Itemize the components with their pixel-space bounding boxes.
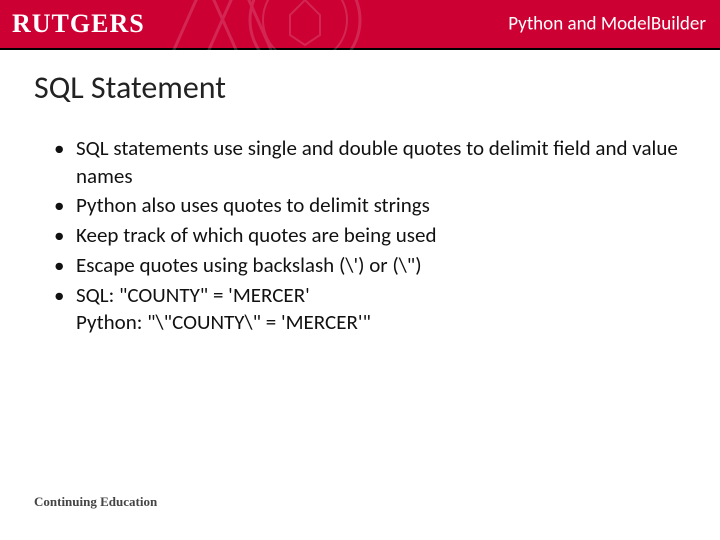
bullet-text: SQL: "COUNTY" = 'MERCER' — [76, 282, 310, 308]
bullet-item: Escape quotes using backslash (\') or (\… — [54, 252, 686, 280]
slide-title: SQL Statement — [34, 68, 686, 107]
logo-text: RUTGERS — [12, 9, 145, 39]
bullet-text: SQL statements use single and double quo… — [76, 135, 678, 189]
bullet-text: Escape quotes using backslash (\') or (\… — [76, 252, 422, 278]
bullet-item: SQL: "COUNTY" = 'MERCER' Python: "\"COUN… — [54, 282, 686, 337]
bullet-text: Python also uses quotes to delimit strin… — [76, 192, 430, 218]
bullet-text-line2: Python: "\"COUNTY\" = 'MERCER'" — [76, 309, 686, 337]
header-bar: RUTGERS Python and ModelBuilder — [0, 0, 720, 48]
header-title: Python and ModelBuilder — [508, 13, 706, 36]
bullet-item: Python also uses quotes to delimit strin… — [54, 192, 686, 220]
bullet-text: Keep track of which quotes are being use… — [76, 222, 436, 248]
logo: RUTGERS — [0, 0, 145, 48]
footer-text: Continuing Education — [34, 494, 157, 510]
bullet-item: SQL statements use single and double quo… — [54, 135, 686, 190]
bullet-item: Keep track of which quotes are being use… — [54, 222, 686, 250]
bullet-list: SQL statements use single and double quo… — [34, 135, 686, 337]
slide-content: SQL Statement SQL statements use single … — [0, 50, 720, 337]
